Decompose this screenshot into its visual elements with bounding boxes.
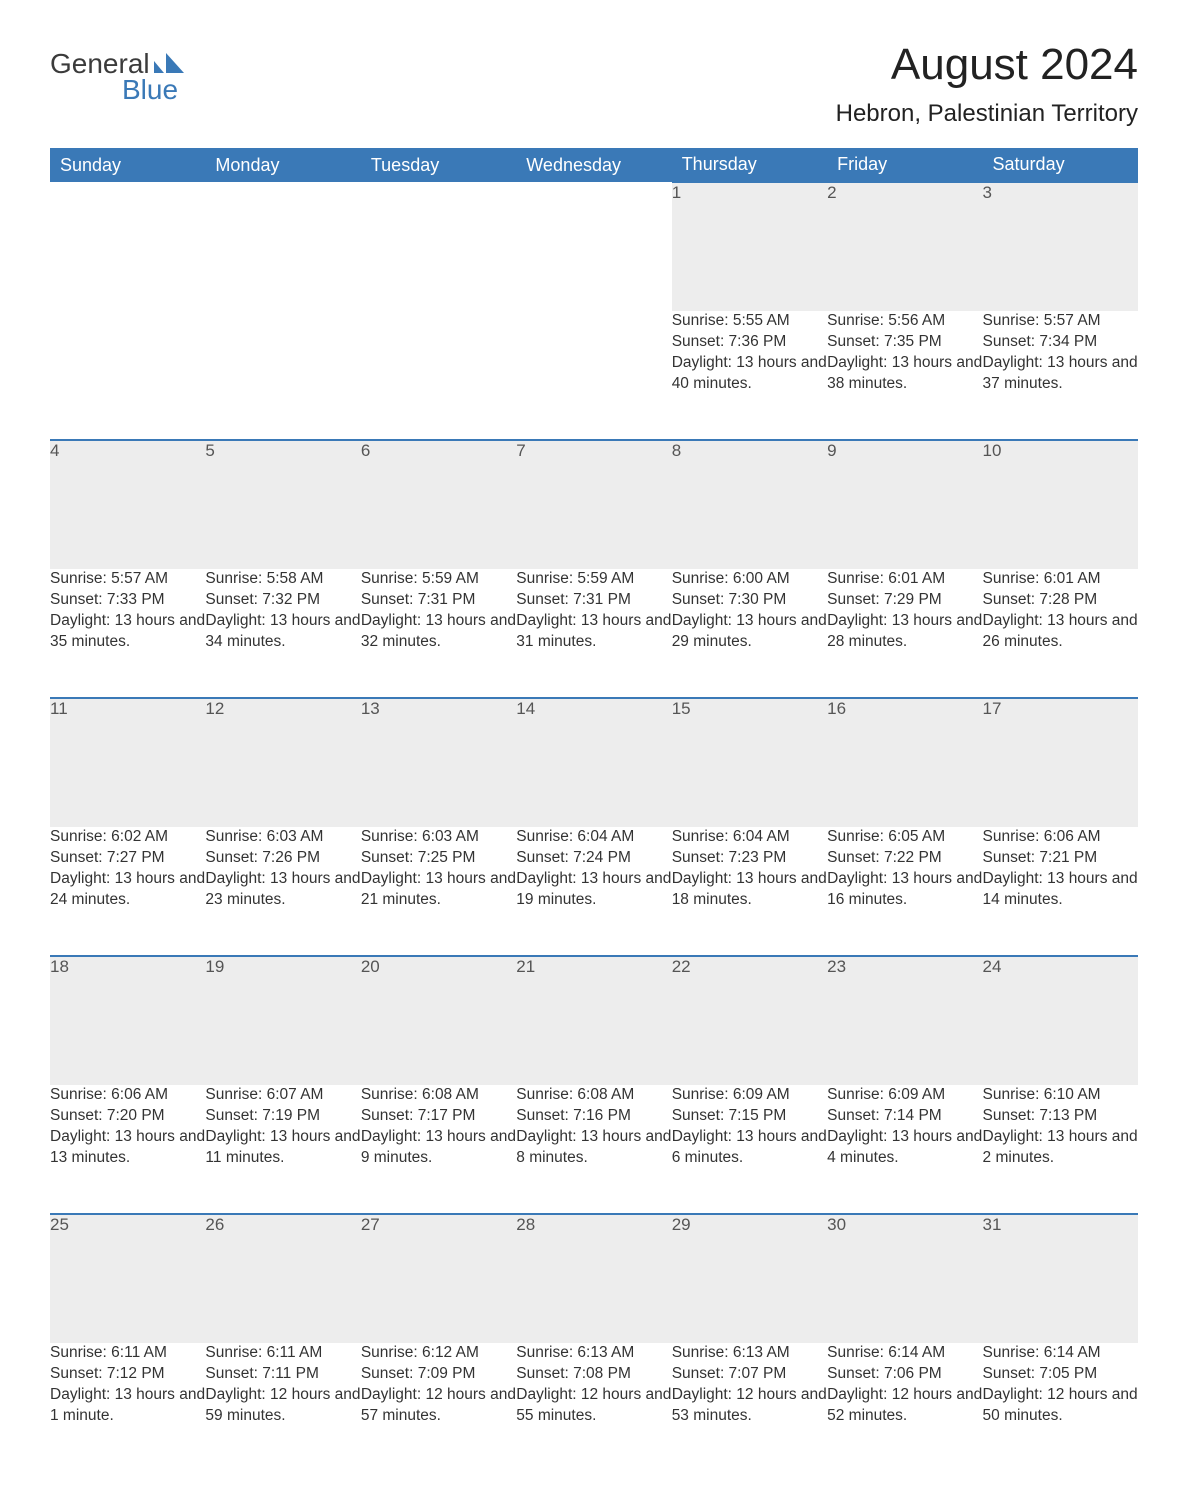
day-details-cell: Sunrise: 6:06 AMSunset: 7:21 PMDaylight:…: [983, 827, 1138, 956]
day-details-cell: Sunrise: 6:09 AMSunset: 7:14 PMDaylight:…: [827, 1085, 982, 1214]
calendar-body: 123Sunrise: 5:55 AMSunset: 7:36 PMDaylig…: [50, 182, 1138, 1471]
day-details-cell: Sunrise: 6:10 AMSunset: 7:13 PMDaylight:…: [983, 1085, 1138, 1214]
day-number-cell: 14: [516, 698, 671, 827]
day-details-cell: Sunrise: 6:09 AMSunset: 7:15 PMDaylight:…: [672, 1085, 827, 1214]
day-header: Sunday: [50, 148, 205, 182]
day-number-cell: [50, 182, 205, 311]
day-number-cell: 21: [516, 956, 671, 1085]
day-details-cell: [205, 311, 360, 440]
day-details-cell: Sunrise: 6:01 AMSunset: 7:28 PMDaylight:…: [983, 569, 1138, 698]
day-header: Tuesday: [361, 148, 516, 182]
day-number-cell: 5: [205, 440, 360, 569]
day-number-cell: 18: [50, 956, 205, 1085]
day-number-cell: 19: [205, 956, 360, 1085]
day-details-cell: Sunrise: 6:00 AMSunset: 7:30 PMDaylight:…: [672, 569, 827, 698]
day-details-cell: [361, 311, 516, 440]
logo-word2: Blue: [122, 76, 184, 104]
day-header-row: Sunday Monday Tuesday Wednesday Thursday…: [50, 148, 1138, 182]
day-number-cell: 11: [50, 698, 205, 827]
day-details-cell: Sunrise: 6:11 AMSunset: 7:11 PMDaylight:…: [205, 1343, 360, 1471]
day-header: Monday: [205, 148, 360, 182]
title-block: August 2024 Hebron, Palestinian Territor…: [836, 40, 1138, 128]
page-subtitle: Hebron, Palestinian Territory: [836, 100, 1138, 128]
day-number-cell: 23: [827, 956, 982, 1085]
day-number-cell: 12: [205, 698, 360, 827]
day-number-cell: 29: [672, 1214, 827, 1343]
day-details-cell: Sunrise: 6:06 AMSunset: 7:20 PMDaylight:…: [50, 1085, 205, 1214]
day-number-cell: 31: [983, 1214, 1138, 1343]
day-header: Thursday: [672, 148, 827, 182]
day-details-cell: Sunrise: 5:57 AMSunset: 7:34 PMDaylight:…: [983, 311, 1138, 440]
day-number-cell: 1: [672, 182, 827, 311]
day-details-cell: Sunrise: 5:57 AMSunset: 7:33 PMDaylight:…: [50, 569, 205, 698]
day-details-cell: Sunrise: 6:03 AMSunset: 7:25 PMDaylight:…: [361, 827, 516, 956]
day-details-cell: Sunrise: 6:12 AMSunset: 7:09 PMDaylight:…: [361, 1343, 516, 1471]
day-number-cell: 6: [361, 440, 516, 569]
day-number-cell: 25: [50, 1214, 205, 1343]
day-number-cell: 17: [983, 698, 1138, 827]
day-details-cell: Sunrise: 6:03 AMSunset: 7:26 PMDaylight:…: [205, 827, 360, 956]
day-details-cell: Sunrise: 6:04 AMSunset: 7:23 PMDaylight:…: [672, 827, 827, 956]
day-number-cell: 8: [672, 440, 827, 569]
daynum-row: 123: [50, 182, 1138, 311]
day-number-cell: 9: [827, 440, 982, 569]
day-number-cell: [205, 182, 360, 311]
details-row: Sunrise: 6:11 AMSunset: 7:12 PMDaylight:…: [50, 1343, 1138, 1471]
page-title: August 2024: [836, 40, 1138, 90]
day-details-cell: Sunrise: 6:04 AMSunset: 7:24 PMDaylight:…: [516, 827, 671, 956]
day-details-cell: Sunrise: 6:14 AMSunset: 7:05 PMDaylight:…: [983, 1343, 1138, 1471]
day-details-cell: Sunrise: 6:11 AMSunset: 7:12 PMDaylight:…: [50, 1343, 205, 1471]
day-details-cell: Sunrise: 5:59 AMSunset: 7:31 PMDaylight:…: [516, 569, 671, 698]
day-number-cell: 22: [672, 956, 827, 1085]
day-details-cell: Sunrise: 6:13 AMSunset: 7:07 PMDaylight:…: [672, 1343, 827, 1471]
daynum-row: 11121314151617: [50, 698, 1138, 827]
day-details-cell: Sunrise: 6:05 AMSunset: 7:22 PMDaylight:…: [827, 827, 982, 956]
page-header: General Blue August 2024 Hebron, Palesti…: [50, 40, 1138, 128]
day-details-cell: Sunrise: 6:08 AMSunset: 7:16 PMDaylight:…: [516, 1085, 671, 1214]
day-details-cell: Sunrise: 6:14 AMSunset: 7:06 PMDaylight:…: [827, 1343, 982, 1471]
day-details-cell: Sunrise: 5:56 AMSunset: 7:35 PMDaylight:…: [827, 311, 982, 440]
details-row: Sunrise: 5:55 AMSunset: 7:36 PMDaylight:…: [50, 311, 1138, 440]
day-number-cell: 4: [50, 440, 205, 569]
daynum-row: 18192021222324: [50, 956, 1138, 1085]
day-details-cell: Sunrise: 6:07 AMSunset: 7:19 PMDaylight:…: [205, 1085, 360, 1214]
day-number-cell: 26: [205, 1214, 360, 1343]
day-header: Friday: [827, 148, 982, 182]
details-row: Sunrise: 5:57 AMSunset: 7:33 PMDaylight:…: [50, 569, 1138, 698]
day-number-cell: 15: [672, 698, 827, 827]
day-header: Saturday: [983, 148, 1138, 182]
day-details-cell: Sunrise: 6:02 AMSunset: 7:27 PMDaylight:…: [50, 827, 205, 956]
details-row: Sunrise: 6:06 AMSunset: 7:20 PMDaylight:…: [50, 1085, 1138, 1214]
day-number-cell: 30: [827, 1214, 982, 1343]
day-header: Wednesday: [516, 148, 671, 182]
daynum-row: 25262728293031: [50, 1214, 1138, 1343]
day-number-cell: 2: [827, 182, 982, 311]
day-details-cell: Sunrise: 5:58 AMSunset: 7:32 PMDaylight:…: [205, 569, 360, 698]
daynum-row: 45678910: [50, 440, 1138, 569]
day-number-cell: 3: [983, 182, 1138, 311]
day-number-cell: 28: [516, 1214, 671, 1343]
day-number-cell: 20: [361, 956, 516, 1085]
day-details-cell: Sunrise: 6:08 AMSunset: 7:17 PMDaylight:…: [361, 1085, 516, 1214]
day-details-cell: [50, 311, 205, 440]
calendar-table: Sunday Monday Tuesday Wednesday Thursday…: [50, 148, 1138, 1471]
logo: General Blue: [50, 40, 184, 104]
day-details-cell: Sunrise: 5:55 AMSunset: 7:36 PMDaylight:…: [672, 311, 827, 440]
day-details-cell: Sunrise: 6:01 AMSunset: 7:29 PMDaylight:…: [827, 569, 982, 698]
day-number-cell: [361, 182, 516, 311]
day-number-cell: 24: [983, 956, 1138, 1085]
day-details-cell: Sunrise: 6:13 AMSunset: 7:08 PMDaylight:…: [516, 1343, 671, 1471]
day-number-cell: 10: [983, 440, 1138, 569]
day-number-cell: 27: [361, 1214, 516, 1343]
day-number-cell: 16: [827, 698, 982, 827]
day-number-cell: [516, 182, 671, 311]
day-number-cell: 13: [361, 698, 516, 827]
day-details-cell: Sunrise: 5:59 AMSunset: 7:31 PMDaylight:…: [361, 569, 516, 698]
details-row: Sunrise: 6:02 AMSunset: 7:27 PMDaylight:…: [50, 827, 1138, 956]
day-number-cell: 7: [516, 440, 671, 569]
day-details-cell: [516, 311, 671, 440]
